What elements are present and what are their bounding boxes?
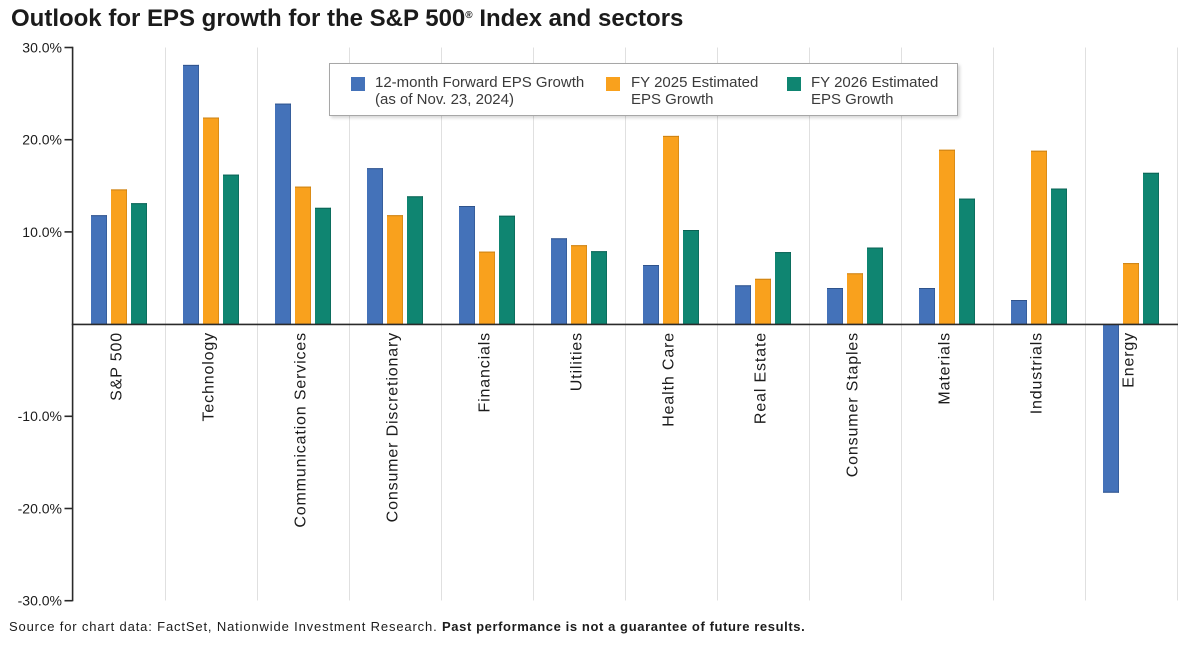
svg-text:-10.0%: -10.0% <box>18 408 62 424</box>
svg-text:Materials: Materials <box>937 332 954 405</box>
svg-text:Real Estate: Real Estate <box>753 332 770 424</box>
svg-text:Health Care: Health Care <box>661 332 678 427</box>
svg-text:Utilities: Utilities <box>569 332 586 391</box>
svg-text:Consumer Staples: Consumer Staples <box>845 332 862 477</box>
svg-text:20.0%: 20.0% <box>22 132 62 148</box>
svg-text:-20.0%: -20.0% <box>18 500 62 516</box>
svg-text:Communication Services: Communication Services <box>293 332 310 528</box>
svg-text:-30.0%: -30.0% <box>18 593 62 609</box>
svg-text:Consumer Discretionary: Consumer Discretionary <box>385 332 402 522</box>
svg-text:Financials: Financials <box>477 332 494 413</box>
svg-text:Technology: Technology <box>201 332 218 421</box>
svg-text:10.0%: 10.0% <box>22 224 62 240</box>
svg-text:Industrials: Industrials <box>1029 332 1046 414</box>
svg-text:30.0%: 30.0% <box>22 39 62 55</box>
svg-text:S&P 500: S&P 500 <box>109 332 126 401</box>
svg-text:Energy: Energy <box>1121 332 1138 388</box>
